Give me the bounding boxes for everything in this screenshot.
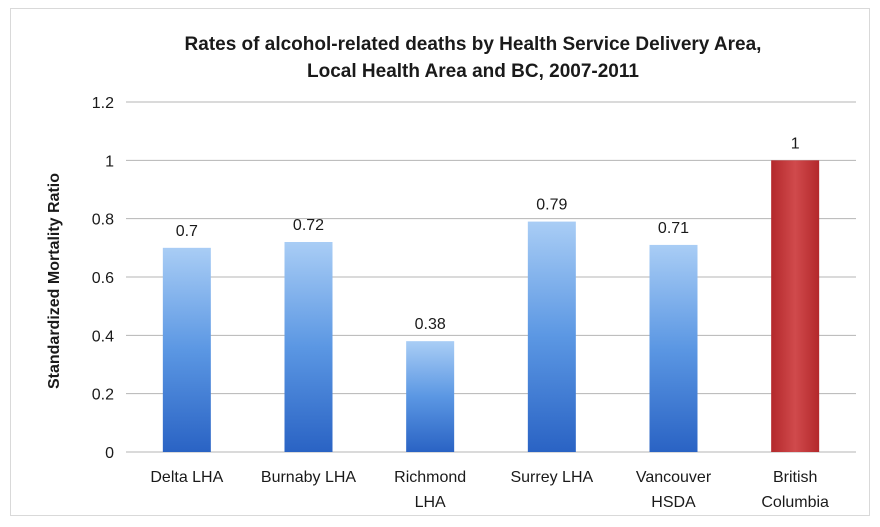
x-category-label: British	[773, 469, 817, 486]
data-label: 0.7	[176, 223, 198, 240]
chart-frame: Rates of alcohol-related deaths by Healt…	[10, 8, 870, 516]
bar	[527, 221, 576, 452]
data-label: 0.38	[415, 316, 446, 333]
y-tick-label: 0.6	[92, 270, 114, 287]
y-axis-ticks: 0 0.2 0.4 0.6 0.8 1 1.2	[92, 95, 114, 462]
x-axis-categories: Delta LHA Burnaby LHA Richmond LHA Surrey LH…	[150, 469, 829, 511]
bar	[284, 242, 333, 452]
chart-title-line-1: Rates of alcohol-related deaths by Healt…	[185, 34, 762, 55]
x-category-label: Delta LHA	[150, 469, 223, 486]
y-axis-label: Standardized Mortality Ratio	[46, 173, 63, 389]
x-category-label: Vancouver	[636, 469, 712, 486]
data-label: 0.71	[658, 220, 689, 237]
x-category-label: Burnaby LHA	[261, 469, 356, 486]
data-label: 0.79	[536, 197, 567, 214]
bar	[649, 244, 698, 452]
bar	[406, 341, 455, 452]
bars	[162, 160, 820, 453]
data-label: 0.72	[293, 217, 324, 234]
chart-title-line-2: Local Health Area and BC, 2007-2011	[307, 61, 639, 82]
bar	[771, 160, 820, 453]
y-tick-label: 1	[105, 153, 114, 170]
chart-title: Rates of alcohol-related deaths by Healt…	[185, 34, 762, 82]
x-category-label: Surrey LHA	[510, 469, 593, 486]
data-labels: 0.7 0.72 0.38 0.79 0.71 1	[176, 135, 800, 333]
x-category-label: HSDA	[651, 494, 696, 511]
x-category-label: Columbia	[761, 494, 829, 511]
data-label: 1	[791, 135, 800, 152]
bar-chart: Rates of alcohol-related deaths by Healt…	[46, 34, 856, 511]
x-category-label: LHA	[415, 494, 446, 511]
x-category-label: Richmond	[394, 469, 466, 486]
y-tick-label: 0	[105, 445, 114, 462]
bar	[162, 247, 211, 452]
y-tick-label: 0.2	[92, 387, 114, 404]
y-tick-label: 1.2	[92, 95, 114, 112]
gridlines	[126, 101, 856, 453]
y-tick-label: 0.8	[92, 212, 114, 229]
y-tick-label: 0.4	[92, 328, 114, 345]
